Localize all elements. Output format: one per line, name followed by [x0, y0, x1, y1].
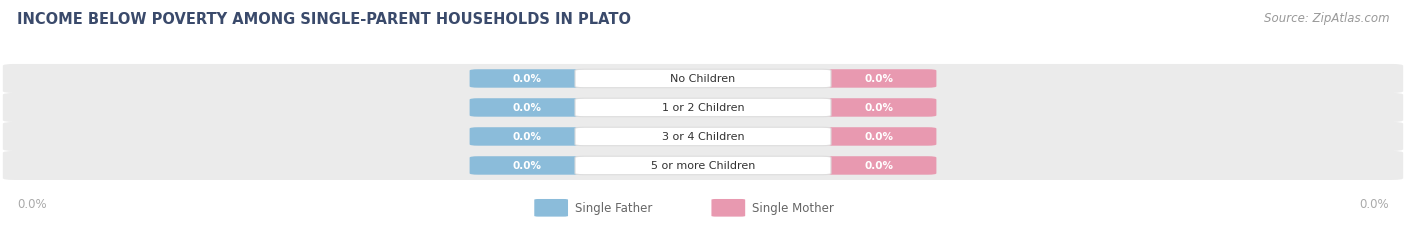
FancyBboxPatch shape [821, 99, 936, 117]
FancyBboxPatch shape [3, 122, 1403, 151]
Text: 0.0%: 0.0% [17, 197, 46, 210]
Text: 0.0%: 0.0% [865, 161, 893, 171]
Text: 0.0%: 0.0% [513, 74, 541, 84]
FancyBboxPatch shape [470, 128, 585, 146]
FancyBboxPatch shape [821, 157, 936, 175]
Text: Single Father: Single Father [575, 201, 652, 214]
Text: INCOME BELOW POVERTY AMONG SINGLE-PARENT HOUSEHOLDS IN PLATO: INCOME BELOW POVERTY AMONG SINGLE-PARENT… [17, 12, 631, 27]
Text: 5 or more Children: 5 or more Children [651, 161, 755, 171]
FancyBboxPatch shape [470, 157, 585, 175]
Text: 0.0%: 0.0% [865, 132, 893, 142]
FancyBboxPatch shape [821, 128, 936, 146]
FancyBboxPatch shape [470, 70, 585, 88]
Text: Source: ZipAtlas.com: Source: ZipAtlas.com [1264, 12, 1389, 24]
Text: 0.0%: 0.0% [513, 103, 541, 113]
Text: 0.0%: 0.0% [865, 103, 893, 113]
FancyBboxPatch shape [3, 94, 1403, 122]
FancyBboxPatch shape [575, 157, 831, 175]
Text: 0.0%: 0.0% [865, 74, 893, 84]
FancyBboxPatch shape [575, 99, 831, 117]
Text: 0.0%: 0.0% [513, 161, 541, 171]
Text: 0.0%: 0.0% [513, 132, 541, 142]
Text: No Children: No Children [671, 74, 735, 84]
FancyBboxPatch shape [3, 151, 1403, 180]
Text: 0.0%: 0.0% [1360, 197, 1389, 210]
FancyBboxPatch shape [711, 199, 745, 217]
FancyBboxPatch shape [575, 70, 831, 88]
Text: Single Mother: Single Mother [752, 201, 834, 214]
FancyBboxPatch shape [3, 65, 1403, 94]
Text: 1 or 2 Children: 1 or 2 Children [662, 103, 744, 113]
FancyBboxPatch shape [534, 199, 568, 217]
FancyBboxPatch shape [470, 99, 585, 117]
Text: 3 or 4 Children: 3 or 4 Children [662, 132, 744, 142]
FancyBboxPatch shape [821, 70, 936, 88]
FancyBboxPatch shape [575, 128, 831, 146]
